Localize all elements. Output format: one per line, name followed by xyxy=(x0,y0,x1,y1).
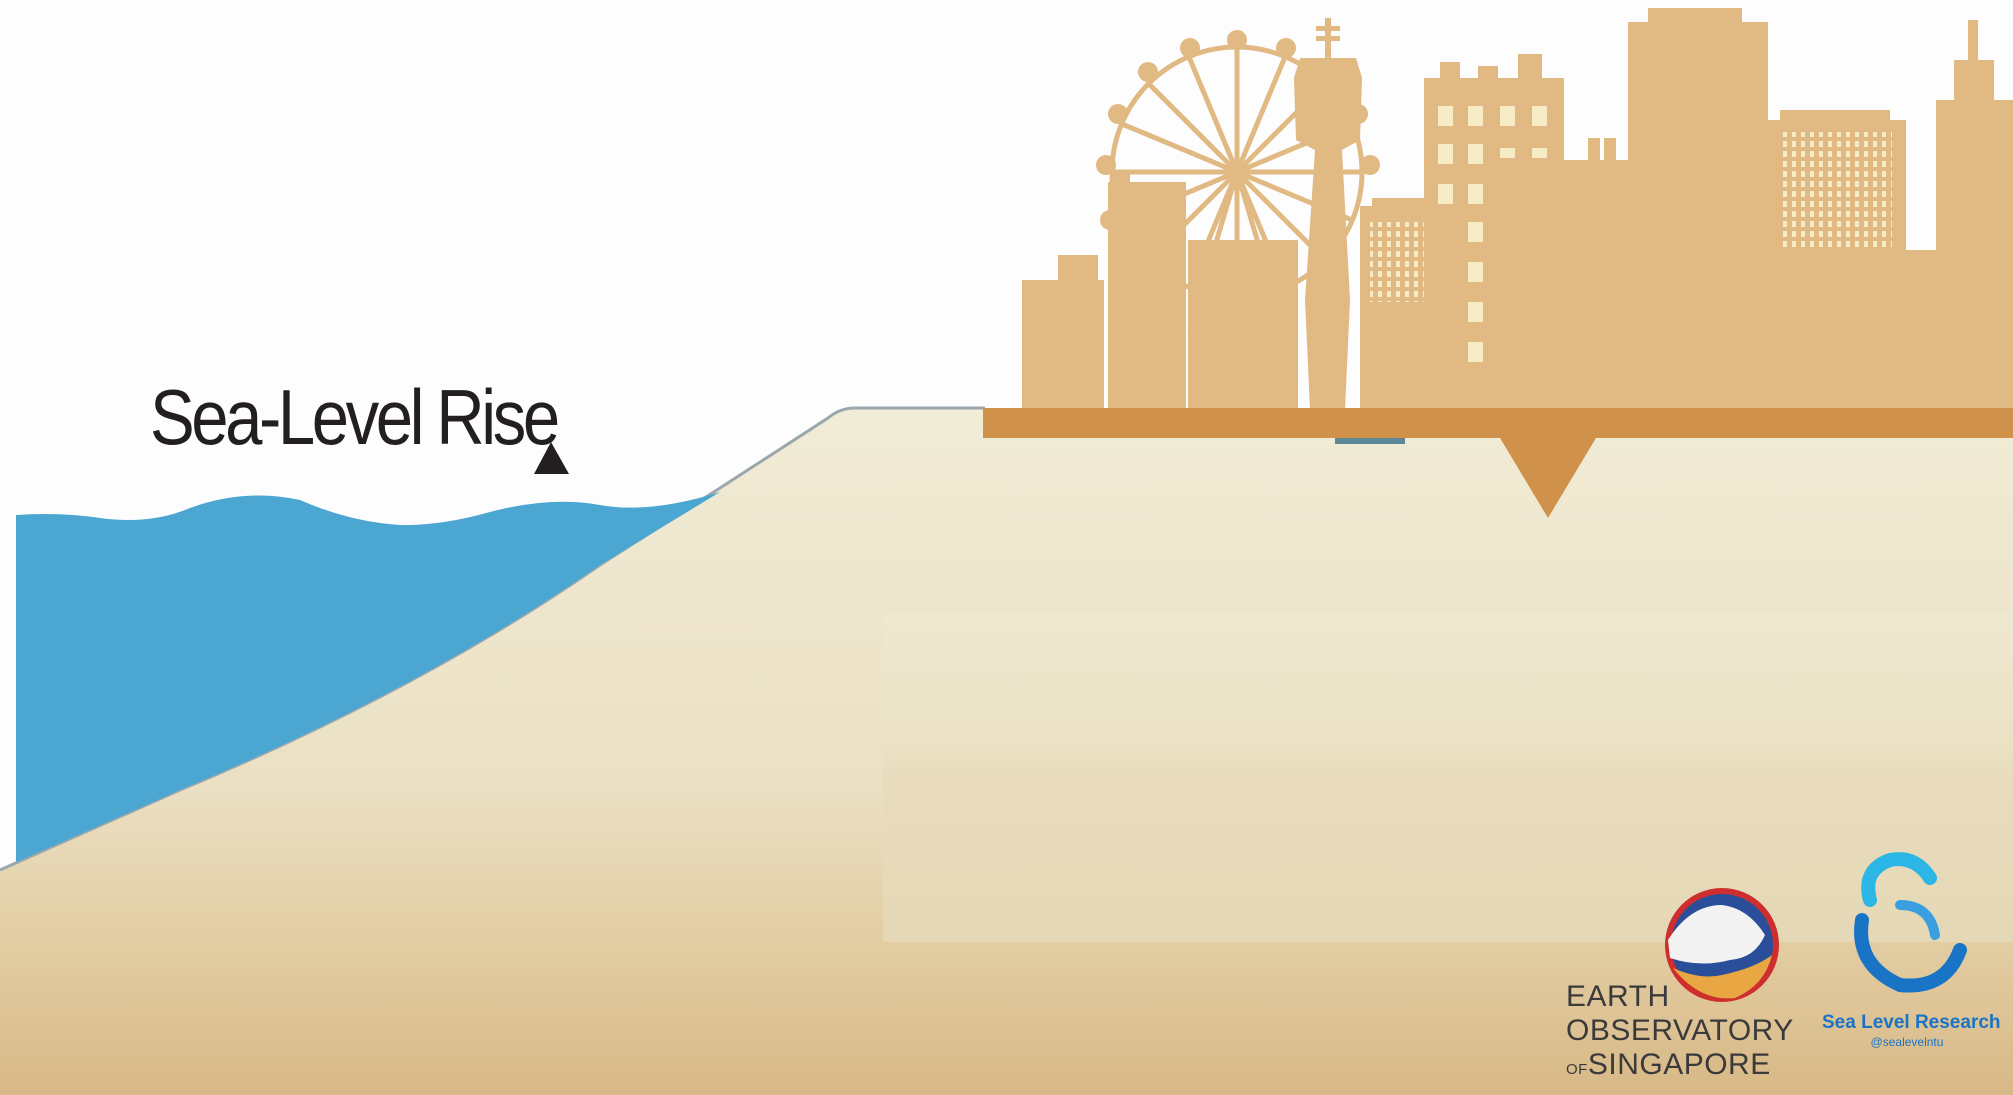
eos-line-2: OBSERVATORY xyxy=(1566,1014,1794,1047)
diagram-title: Sea-Level Rise xyxy=(150,373,560,461)
city-skyline xyxy=(1022,8,2013,412)
eos-line-3: OFSINGAPORE xyxy=(1566,1048,1794,1087)
ground-slab xyxy=(983,408,2013,438)
up-triangle-icon xyxy=(534,442,569,474)
ground-level-marker xyxy=(1500,438,1596,518)
subsurface-marker xyxy=(1335,438,1405,444)
sea-level-research-wordmark: Sea Level Research @sealevelntu xyxy=(1822,1012,2001,1049)
slr-handle: @sealevelntu xyxy=(1870,1035,1944,1049)
eos-line-1: EARTH xyxy=(1566,980,1670,1013)
sea-water xyxy=(16,492,720,862)
eos-line-3-text: SINGAPORE xyxy=(1587,1048,1771,1081)
slr-name: Sea Level Research xyxy=(1822,1012,2001,1033)
sea-level-research-logo-icon xyxy=(1854,852,1967,993)
eos-of: OF xyxy=(1566,1061,1588,1078)
earth-observatory-logo-icon xyxy=(1665,888,1779,1002)
subsurface-layer xyxy=(883,612,2013,942)
earth-observatory-wordmark: EARTH OBSERVATORY OFSINGAPORE xyxy=(1566,980,1794,1087)
